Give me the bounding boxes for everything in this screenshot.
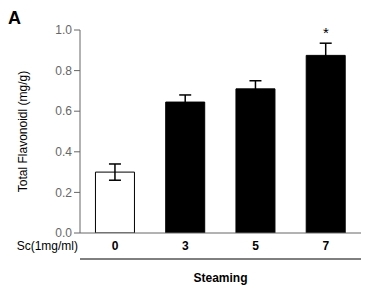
html-text:A: A — [8, 8, 21, 28]
svg-text:*: * — [323, 24, 329, 41]
svg-text:Total Flavonoidl (mg/g): Total Flavonoidl (mg/g) — [16, 71, 30, 192]
svg-text:0: 0 — [112, 239, 119, 253]
svg-text:0.6: 0.6 — [55, 104, 72, 118]
svg-text:0.2: 0.2 — [55, 186, 72, 200]
html-text:Sc(1mg/ml): Sc(1mg/ml) — [16, 239, 78, 253]
svg-text:0.4: 0.4 — [55, 145, 72, 159]
svg-text:Steaming: Steaming — [193, 271, 247, 285]
svg-text:7: 7 — [323, 239, 330, 253]
svg-text:5: 5 — [252, 239, 259, 253]
svg-text:3: 3 — [182, 239, 189, 253]
svg-text:0.8: 0.8 — [55, 64, 72, 78]
svg-text:0.0: 0.0 — [55, 226, 72, 240]
svg-text:1.0: 1.0 — [55, 23, 72, 37]
